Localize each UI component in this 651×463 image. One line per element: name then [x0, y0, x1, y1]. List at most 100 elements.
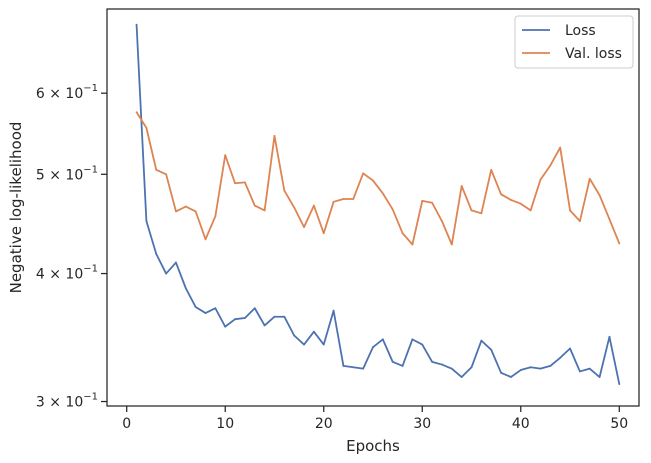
data-point-loss — [342, 365, 345, 367]
data-point-val-loss — [342, 198, 345, 200]
data-point-val-loss — [569, 209, 571, 212]
series-line-val-loss — [135, 111, 621, 246]
data-point-loss — [578, 370, 581, 373]
legend-label-val-loss: Val. loss — [565, 46, 622, 62]
data-point-val-loss — [539, 178, 542, 181]
data-point-val-loss — [431, 201, 434, 204]
data-point-loss — [224, 325, 227, 328]
data-point-val-loss — [441, 220, 443, 223]
data-point-loss — [244, 317, 246, 319]
data-point-val-loss — [352, 198, 355, 200]
data-point-loss — [618, 383, 621, 385]
data-point-val-loss — [214, 215, 217, 218]
data-point-val-loss — [293, 206, 296, 209]
data-point-loss — [500, 371, 502, 374]
data-point-loss — [214, 307, 217, 310]
data-point-val-loss — [372, 179, 374, 182]
data-point-loss — [204, 312, 207, 314]
data-point-loss — [273, 315, 276, 318]
y-tick-label: 6 × 10−1 — [36, 83, 98, 102]
data-point-val-loss — [480, 212, 483, 215]
x-tick-label: 10 — [216, 416, 234, 432]
y-ticks: 6 × 10−1 5 × 10−1 4 × 10−1 3 × 10−1 — [36, 83, 107, 411]
data-point-loss — [391, 360, 394, 363]
data-point-loss — [194, 306, 197, 308]
data-point-val-loss — [460, 185, 463, 187]
data-point-loss — [450, 367, 453, 370]
data-point-loss — [263, 324, 266, 327]
data-point-val-loss — [391, 208, 394, 211]
data-point-loss — [155, 253, 158, 255]
data-point-loss — [529, 366, 532, 369]
data-point-val-loss — [529, 209, 532, 212]
data-point-val-loss — [234, 182, 236, 185]
data-point-val-loss — [204, 238, 207, 241]
x-tick-label: 40 — [512, 416, 530, 432]
series-layer — [135, 23, 621, 385]
data-point-loss — [253, 307, 256, 310]
data-point-loss — [401, 365, 404, 367]
data-point-loss — [470, 366, 473, 369]
data-point-val-loss — [381, 192, 384, 195]
data-point-loss — [539, 367, 542, 370]
data-point-loss — [165, 272, 168, 275]
data-point-val-loss — [490, 168, 493, 171]
data-point-val-loss — [303, 226, 305, 229]
y-tick-label: 4 × 10−1 — [36, 264, 98, 283]
data-point-loss — [510, 376, 512, 378]
data-point-val-loss — [312, 204, 315, 207]
data-point-val-loss — [263, 209, 266, 212]
data-point-val-loss — [510, 199, 512, 201]
data-point-val-loss — [273, 135, 276, 137]
x-tick-label: 0 — [122, 416, 131, 432]
data-point-loss — [322, 343, 325, 346]
plot-background — [107, 9, 639, 406]
data-point-loss — [480, 339, 483, 342]
data-point-loss — [283, 315, 286, 318]
data-point-val-loss — [411, 243, 414, 246]
data-point-loss — [608, 335, 611, 338]
data-point-val-loss — [549, 164, 552, 167]
data-point-val-loss — [500, 193, 502, 196]
data-point-val-loss — [618, 242, 621, 245]
data-point-val-loss — [598, 194, 601, 197]
legend: Loss Val. loss — [514, 15, 634, 69]
data-point-val-loss — [559, 146, 562, 149]
data-point-val-loss — [588, 177, 591, 180]
data-point-val-loss — [175, 210, 177, 213]
y-axis-label: Negative log-likelihood — [7, 122, 25, 294]
data-point-loss — [234, 318, 236, 321]
data-point-val-loss — [253, 204, 256, 207]
data-point-val-loss — [155, 168, 158, 171]
data-point-val-loss — [470, 209, 473, 212]
data-point-loss — [372, 346, 374, 349]
data-point-loss — [490, 348, 493, 351]
y-tick-label: 3 × 10−1 — [36, 392, 98, 411]
data-point-loss — [519, 369, 522, 371]
data-point-loss — [441, 363, 443, 366]
data-point-loss — [352, 366, 355, 369]
data-point-loss — [175, 261, 177, 264]
data-point-loss — [569, 347, 571, 350]
data-point-loss — [411, 338, 414, 341]
x-tick-label: 50 — [610, 416, 628, 432]
data-point-val-loss — [450, 243, 453, 246]
data-point-loss — [381, 338, 384, 341]
data-point-val-loss — [362, 172, 365, 175]
data-point-loss — [293, 334, 296, 337]
data-point-loss — [332, 309, 335, 312]
data-point-val-loss — [322, 232, 325, 235]
data-point-val-loss — [608, 218, 611, 221]
data-point-loss — [312, 330, 315, 333]
data-point-loss — [588, 367, 591, 370]
series-line-loss — [135, 24, 621, 385]
data-point-loss — [549, 365, 552, 367]
data-point-loss — [460, 376, 463, 378]
data-point-loss — [184, 287, 187, 290]
data-point-val-loss — [135, 111, 138, 114]
data-point-val-loss — [165, 173, 168, 176]
legend-box — [514, 15, 634, 69]
x-tick-label: 30 — [413, 416, 431, 432]
x-ticks: 0 10 20 30 40 50 — [122, 406, 628, 432]
data-point-val-loss — [421, 199, 424, 202]
